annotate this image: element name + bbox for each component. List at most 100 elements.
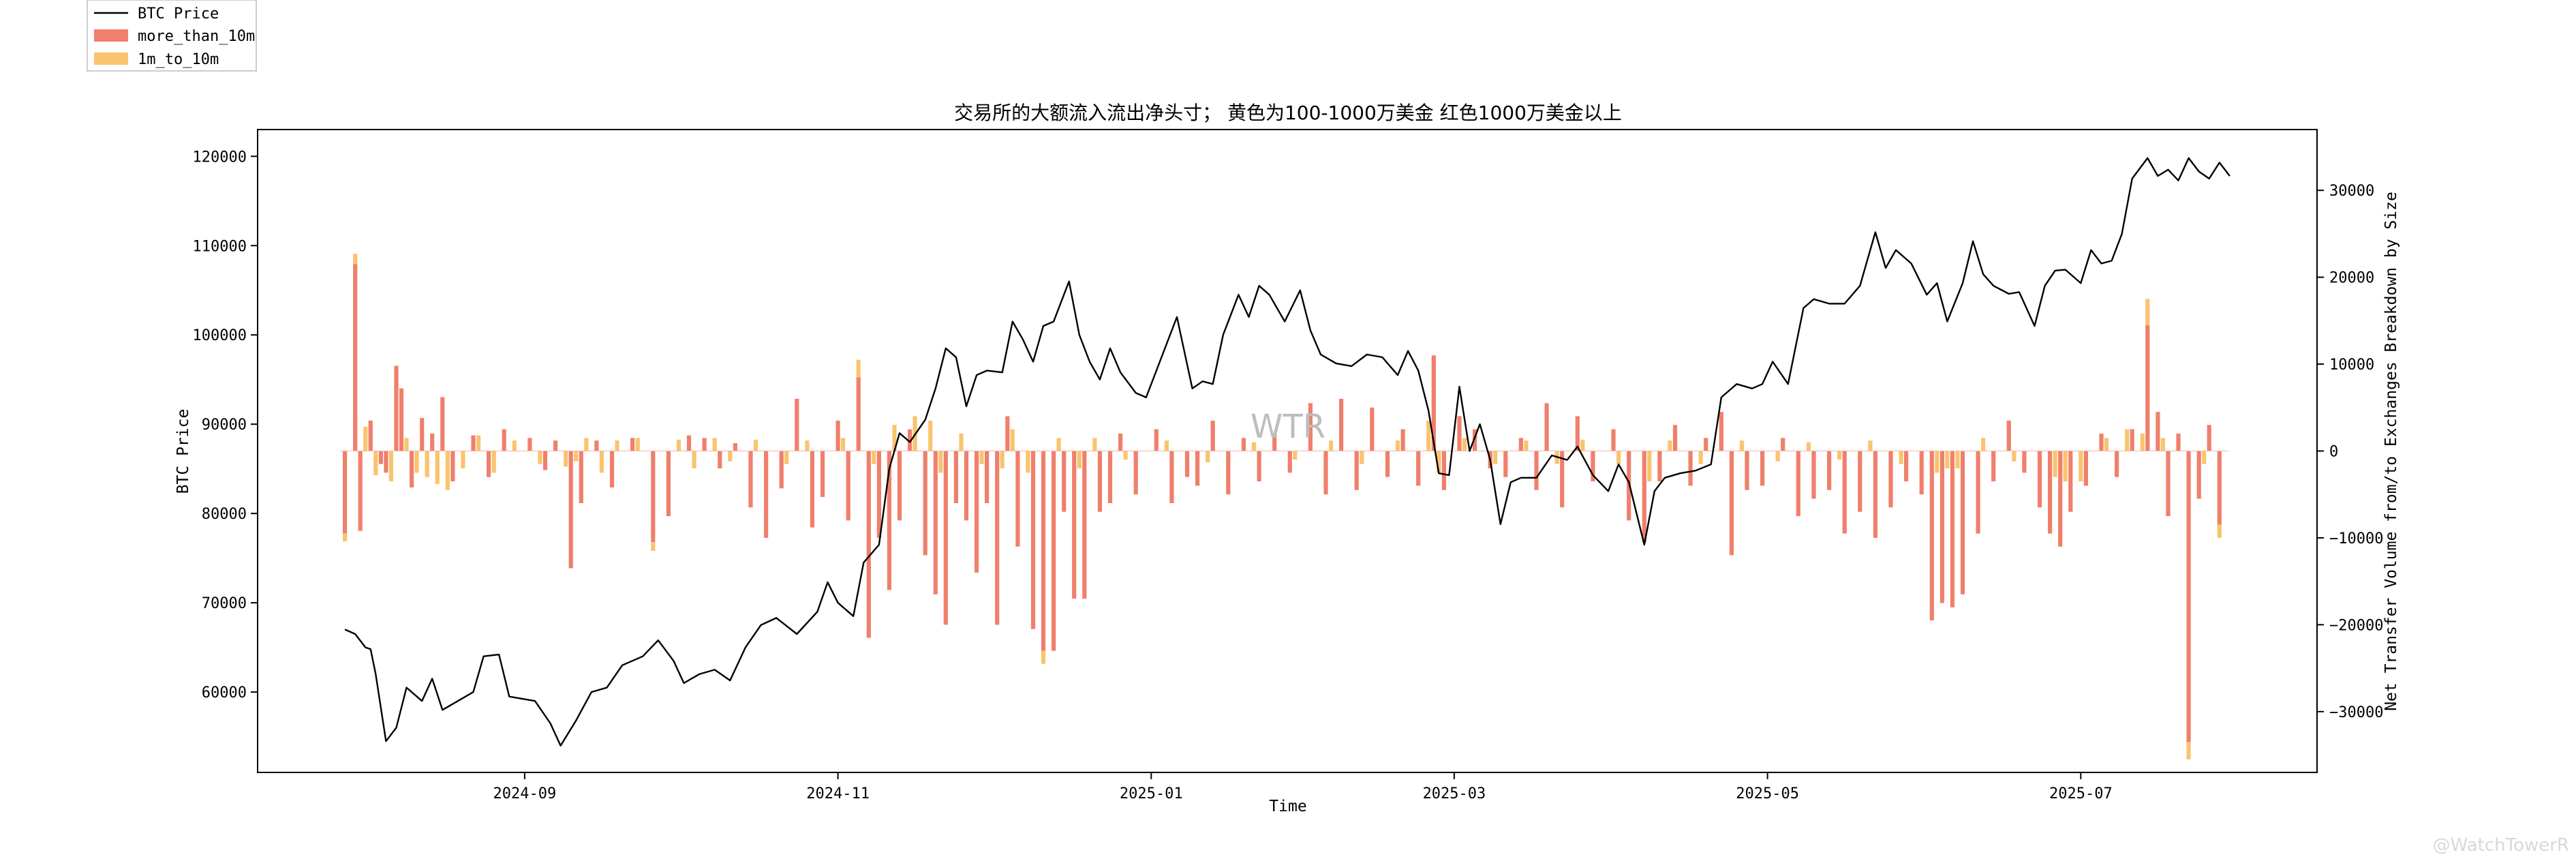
bar-1m-to-10m xyxy=(1077,451,1082,468)
bar-1m-to-10m xyxy=(784,451,789,464)
bar-more-than-10m xyxy=(923,451,927,556)
bar-more-than-10m xyxy=(568,451,573,569)
bar-1m-to-10m xyxy=(1041,650,1046,664)
bar-1m-to-10m xyxy=(1329,440,1334,451)
bar-1m-to-10m xyxy=(435,451,440,484)
bar-1m-to-10m xyxy=(461,451,465,468)
bar-more-than-10m xyxy=(594,440,599,451)
bar-1m-to-10m xyxy=(712,438,717,451)
bar-1m-to-10m xyxy=(1026,451,1030,473)
bar-1m-to-10m xyxy=(2202,451,2207,464)
bar-more-than-10m xyxy=(1015,451,1020,547)
y-axis-right-ticks: −30000 −20000 −10000 0 10000 20000 30000 xyxy=(2317,183,2383,721)
bar-more-than-10m xyxy=(1642,451,1646,543)
bar-more-than-10m xyxy=(1611,429,1616,451)
bar-more-than-10m xyxy=(1627,451,1631,521)
bar-more-than-10m xyxy=(702,438,707,451)
bar-1m-to-10m xyxy=(2160,438,2165,451)
bar-1m-to-10m xyxy=(753,439,758,451)
y-left-tick-label: 60000 xyxy=(202,684,247,702)
bar-1m-to-10m xyxy=(1739,440,1745,451)
bar-more-than-10m xyxy=(1991,451,1996,482)
bar-1m-to-10m xyxy=(805,440,810,451)
bar-1m-to-10m xyxy=(1360,451,1364,464)
x-axis-ticks: 2024-09 2024-11 2025-01 2025-03 2025-05 2025-… xyxy=(493,772,2113,802)
bar-more-than-10m xyxy=(2186,451,2191,742)
bar-more-than-10m xyxy=(368,420,373,451)
bar-more-than-10m xyxy=(846,451,850,521)
bar-more-than-10m xyxy=(2130,429,2134,451)
bar-more-than-10m xyxy=(995,451,1000,625)
bar-1m-to-10m xyxy=(1010,429,1015,451)
bar-1m-to-10m xyxy=(425,451,429,477)
bar-more-than-10m xyxy=(358,451,363,531)
bar-more-than-10m xyxy=(1591,451,1595,482)
bar-1m-to-10m xyxy=(1899,451,1903,464)
bar-more-than-10m xyxy=(394,365,399,451)
bar-1m-to-10m xyxy=(373,451,378,476)
bar-more-than-10m xyxy=(1308,403,1313,451)
bar-1m-to-10m xyxy=(1251,442,1257,451)
bar-more-than-10m xyxy=(1473,429,1477,451)
bar-1m-to-10m xyxy=(491,451,496,473)
bar-more-than-10m xyxy=(1657,451,1662,482)
bar-1m-to-10m xyxy=(1935,451,1939,473)
bar-more-than-10m xyxy=(440,397,445,451)
bar-1m-to-10m xyxy=(343,533,348,542)
bar-1m-to-10m xyxy=(445,451,450,490)
bar-more-than-10m xyxy=(795,399,799,451)
bar-more-than-10m xyxy=(1323,451,1328,495)
bar-1m-to-10m xyxy=(538,451,542,464)
bar-more-than-10m xyxy=(1560,451,1565,508)
bar-more-than-10m xyxy=(748,451,753,508)
bar-more-than-10m xyxy=(686,435,692,451)
y-right-tick-label: 10000 xyxy=(2329,357,2374,374)
bar-more-than-10m xyxy=(1919,451,1924,495)
bar-1m-to-10m xyxy=(841,438,846,451)
bar-more-than-10m xyxy=(2115,451,2119,477)
bar-more-than-10m xyxy=(835,420,840,451)
bar-1m-to-10m xyxy=(892,425,897,451)
price-line xyxy=(344,157,2230,747)
bar-more-than-10m xyxy=(1950,451,1954,607)
flow-bars xyxy=(341,254,2228,759)
bar-more-than-10m xyxy=(502,429,506,451)
chart-title: 交易所的大额流入流出净头寸； 黄色为100-1000万美金 红色1000万美金以… xyxy=(954,102,1622,124)
bar-more-than-10m xyxy=(733,443,737,451)
y-left-tick-label: 80000 xyxy=(202,506,247,523)
bar-1m-to-10m xyxy=(414,451,419,473)
y-left-tick-label: 90000 xyxy=(202,417,247,434)
bar-1m-to-10m xyxy=(2053,451,2057,477)
bar-more-than-10m xyxy=(1370,407,1375,451)
bar-more-than-10m xyxy=(2068,451,2073,512)
bar-more-than-10m xyxy=(2058,451,2063,547)
bar-1m-to-10m xyxy=(1698,451,1703,464)
bar-more-than-10m xyxy=(450,451,455,482)
y-axis-right-label: Net Transfer Volume from/to Exchanges Br… xyxy=(2382,192,2400,711)
bar-more-than-10m xyxy=(1503,451,1508,477)
bar-more-than-10m xyxy=(1041,451,1046,651)
bar-more-than-10m xyxy=(2166,451,2171,517)
bar-1m-to-10m xyxy=(1647,451,1652,482)
bar-more-than-10m xyxy=(2099,434,2104,451)
bar-1m-to-10m xyxy=(584,438,589,451)
bar-more-than-10m xyxy=(779,451,784,489)
bar-more-than-10m xyxy=(964,451,969,521)
bar-more-than-10m xyxy=(1704,438,1708,451)
bar-1m-to-10m xyxy=(651,542,656,551)
bar-more-than-10m xyxy=(1672,425,1678,451)
bar-more-than-10m xyxy=(1287,451,1292,473)
bar-1m-to-10m xyxy=(512,440,517,451)
bar-more-than-10m xyxy=(764,451,769,538)
bar-1m-to-10m xyxy=(2104,438,2109,451)
bar-1m-to-10m xyxy=(938,451,943,473)
bar-more-than-10m xyxy=(1416,451,1421,486)
bar-more-than-10m xyxy=(553,440,558,451)
bar-1m-to-10m xyxy=(1580,439,1585,451)
bar-1m-to-10m xyxy=(363,426,368,451)
y-axis-left-label: BTC Price xyxy=(174,409,192,494)
bar-more-than-10m xyxy=(2145,325,2150,451)
bar-more-than-10m xyxy=(471,435,476,451)
bar-1m-to-10m xyxy=(979,451,984,464)
bar-more-than-10m xyxy=(1210,420,1215,451)
